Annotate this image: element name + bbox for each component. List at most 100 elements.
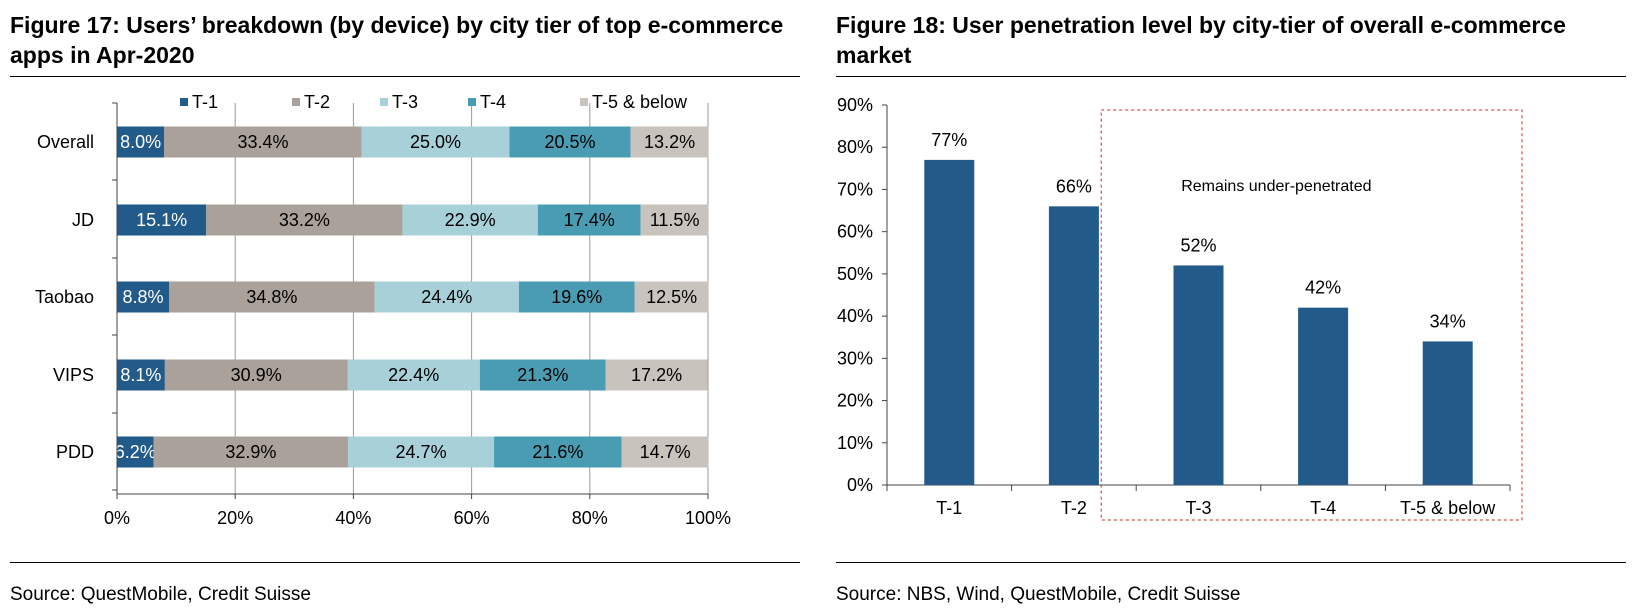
bar-segment [348,436,495,468]
bar-data-label: 24.7% [396,442,447,462]
x-tick-label: 40% [335,508,371,528]
bar-segment [153,436,349,468]
x-tick-label: T-1 [936,498,962,518]
bar-segment [479,359,606,391]
bar-data-label: 21.3% [517,365,568,385]
bar-data-label: 22.9% [445,210,496,230]
bar-data-label: 12.5% [646,287,697,307]
bar-segment [169,281,375,313]
x-tick-label: 0% [104,508,130,528]
annotation-text: Remains under-penetrated [1181,178,1371,195]
bar [1422,341,1473,485]
figure-18-title: Figure 18: User penetration level by cit… [836,12,1566,68]
bar-segment [621,436,709,468]
bar-data-label: 21.6% [532,442,583,462]
bar-data-label: 13.2% [644,132,695,152]
y-tick-label: 70% [837,179,873,199]
bar-segment [164,126,362,158]
bar-data-label: 22.4% [388,365,439,385]
bar-data-label: 17.4% [564,210,615,230]
y-tick-label: Taobao [35,287,94,307]
bar-data-label: 11.5% [650,210,700,230]
x-tick-label: T-2 [1061,498,1087,518]
bar-data-label: 30.9% [231,365,282,385]
bar-segment [117,359,165,391]
bar-data-label: 8.8% [122,287,163,307]
y-tick-label: 90% [837,95,873,115]
legend-swatch [180,98,188,106]
bar-data-label: 52% [1180,235,1216,255]
bar-data-label: 77% [931,130,967,150]
x-tick-label: 60% [454,508,490,528]
y-tick-label: 10% [837,433,873,453]
legend-swatch [292,98,300,106]
y-tick-label: 0% [847,475,873,495]
under-penetrated-box [1100,109,1523,521]
bar-segment [117,436,154,468]
bar-data-label: 34% [1430,311,1466,331]
bar-segment [117,126,165,158]
bar [1298,307,1349,485]
bar-segment [518,281,635,313]
bar-data-label: 34.8% [246,287,297,307]
bar-data-label: 20.5% [544,132,595,152]
bar [1048,206,1099,486]
y-tick-label: 30% [837,348,873,368]
figure-17-top-rule [10,76,800,77]
bar-data-label: 8.0% [120,132,161,152]
bar-segment [347,359,480,391]
bar-segment [605,359,708,391]
bar-segment [374,281,519,313]
figure-17-source: Source: QuestMobile, Credit Suisse [10,584,311,605]
bar-data-label: 15.1% [136,210,187,230]
x-tick-label: T-4 [1310,498,1336,518]
bar [1173,265,1224,485]
figure-17-panel: Figure 17: Users’ breakdown (by device) … [10,0,800,612]
bar-segment [630,126,709,158]
bar [924,159,975,485]
legend-label: T-5 & below [592,92,688,112]
bar-segment [206,204,403,236]
y-tick-label: JD [72,210,94,230]
x-tick-label: 20% [217,508,253,528]
bar-segment [117,204,207,236]
bar-data-label: 24.4% [421,287,472,307]
bar-data-label: 66% [1056,176,1092,196]
figure-17-bottom-rule [10,562,800,563]
x-tick-label: 100% [685,508,731,528]
bar-segment [164,359,348,391]
legend-label: T-4 [480,92,506,112]
x-tick-label: T-3 [1185,498,1211,518]
bar-segment [117,281,170,313]
figure-17-chart: 8.0% 33.4% 25.0% 20.5% 13.2% Overall 15.1% 33.2… [35,92,731,528]
figure-18-chart: 0% 10% 20% 30% 40% 50% 60% 70% 80% 90% 77% T-1 66% T-… [837,95,1523,521]
legend-swatch [380,98,388,106]
y-tick-label: 60% [837,222,873,242]
bar-data-label: 17.2% [631,365,682,385]
x-tick-label: 80% [572,508,608,528]
figure-17-title: Figure 17: Users’ breakdown (by device) … [10,12,784,68]
legend-swatch [468,98,476,106]
bar-data-label: 25.0% [410,132,461,152]
legend-swatch [580,98,588,106]
y-tick-label: VIPS [53,365,94,385]
figure-18-bottom-rule [836,562,1626,563]
legend-label: T-3 [392,92,418,112]
bar-segment [402,204,538,236]
y-tick-label: 50% [837,264,873,284]
figure-18-top-rule [836,76,1626,77]
bar-segment [537,204,641,236]
bar-data-label: 8.1% [120,365,161,385]
bar-data-label: 6.2% [115,442,156,462]
legend-label: T-1 [192,92,218,112]
bar-data-label: 42% [1305,278,1341,298]
y-tick-label: 20% [837,391,873,411]
bar-data-label: 14.7% [640,442,691,462]
bar-data-label: 33.2% [279,210,330,230]
bar-segment [361,126,510,158]
figure-18-source: Source: NBS, Wind, QuestMobile, Credit S… [836,584,1241,605]
y-tick-label: Overall [37,132,94,152]
bar-data-label: 19.6% [551,287,602,307]
bar-segment [509,126,631,158]
bar-data-label: 32.9% [225,442,276,462]
